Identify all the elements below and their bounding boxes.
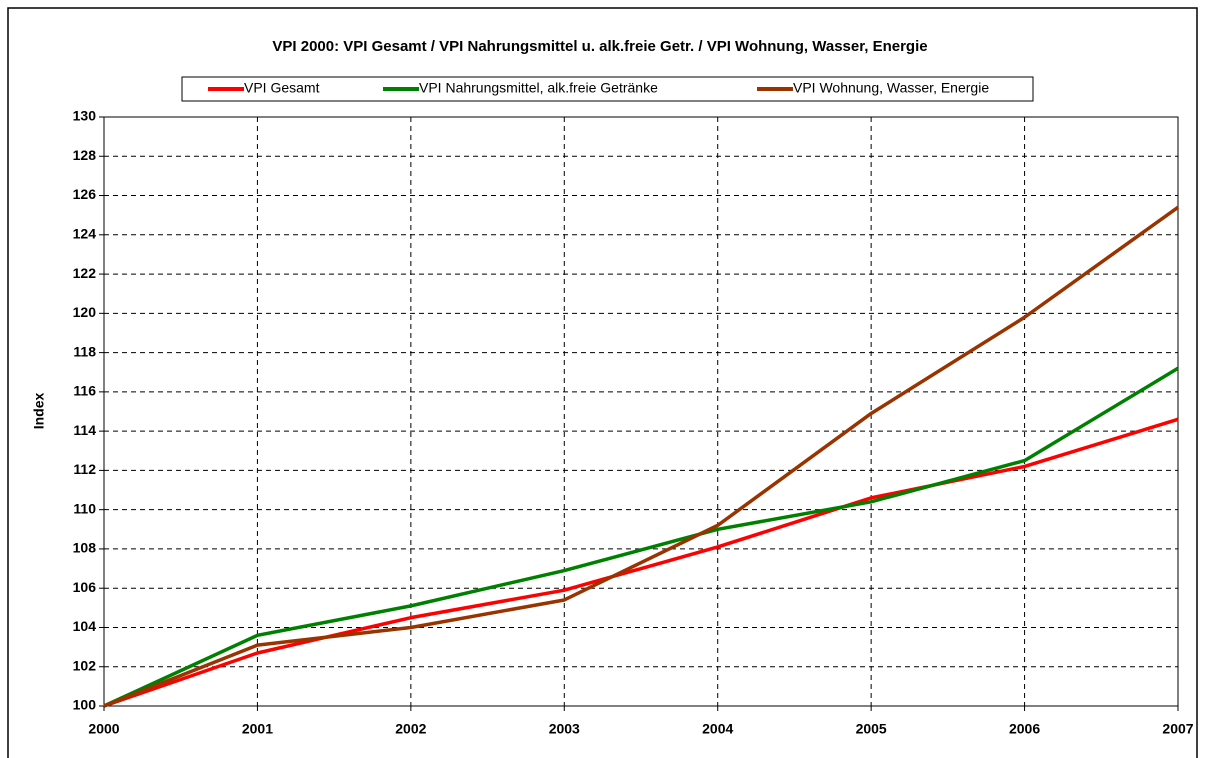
y-tick-label: 118 (73, 343, 96, 359)
y-tick-label: 112 (73, 461, 96, 477)
y-tick-label: 108 (73, 540, 97, 556)
y-tick-label: 128 (73, 147, 97, 163)
x-tick-label: 2004 (702, 721, 733, 737)
series-line (103, 366, 1179, 708)
series-line (103, 417, 1179, 708)
y-tick-label: 122 (73, 265, 97, 281)
y-tick-label: 124 (73, 226, 97, 242)
plot-border (103, 116, 1179, 707)
y-tick-label: 120 (73, 304, 97, 320)
chart-title: VPI 2000: VPI Gesamt / VPI Nahrungsmitte… (272, 38, 927, 55)
x-tick-label: 2000 (88, 721, 119, 737)
legend-label: VPI Nahrungsmittel, alk.freie Getränke (419, 80, 658, 96)
x-tick-label: 2007 (1162, 721, 1193, 737)
y-tick-label: 110 (73, 500, 96, 516)
x-tick-label: 2003 (549, 721, 580, 737)
y-tick-label: 114 (73, 422, 96, 438)
y-tick-label: 106 (73, 579, 97, 595)
x-tick-label: 2006 (1009, 721, 1040, 737)
legend-label: VPI Wohnung, Wasser, Energie (793, 80, 989, 96)
series-line (103, 205, 1180, 708)
plot-area (103, 116, 1179, 707)
y-tick-label: 126 (73, 186, 97, 202)
x-tick-label: 2005 (856, 721, 887, 737)
x-tick-label: 2002 (395, 721, 426, 737)
x-tick-label: 2001 (242, 721, 273, 737)
y-tick-label: 104 (73, 618, 97, 634)
legend (181, 76, 1034, 102)
legend-label: VPI Gesamt (244, 80, 320, 96)
y-tick-label: 100 (73, 697, 97, 713)
y-tick-label: 102 (73, 657, 97, 673)
y-tick-label: 130 (73, 108, 97, 124)
y-axis-label: Index (31, 393, 47, 430)
y-tick-label: 116 (73, 383, 96, 399)
